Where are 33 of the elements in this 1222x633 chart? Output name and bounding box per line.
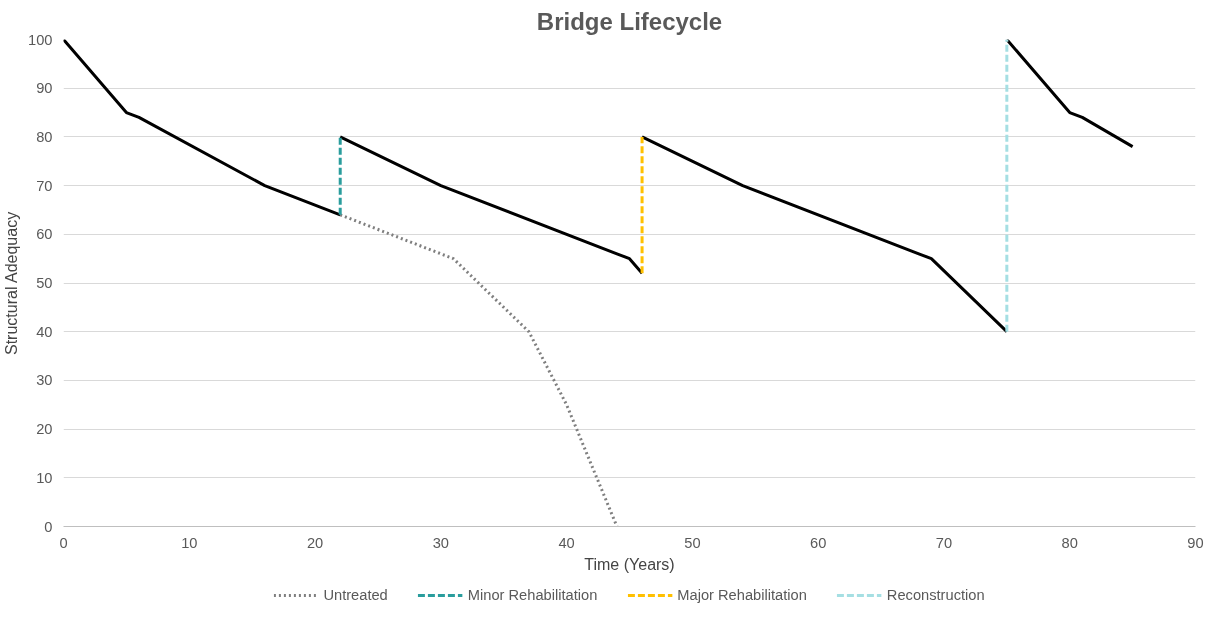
line-series	[63, 39, 342, 217]
x-tick-label: 0	[59, 534, 68, 551]
y-tick-label: 70	[36, 177, 53, 194]
y-tick-label: 40	[36, 323, 53, 340]
y-tick-label: 20	[36, 421, 53, 438]
y-tick-label: 10	[36, 469, 53, 486]
y-tick-label: 30	[36, 372, 53, 389]
x-tick-label: 40	[558, 534, 575, 551]
x-tick-label: 50	[684, 534, 701, 551]
y-tick-label: 60	[36, 226, 53, 243]
y-tick-label: 0	[44, 518, 53, 535]
legend-label: Minor Rehabilitation	[467, 587, 598, 603]
x-axis-title: Time (Years)	[584, 555, 675, 573]
line-series	[338, 135, 644, 275]
y-tick-label: 100	[28, 31, 53, 48]
x-tick-label: 90	[1187, 534, 1204, 551]
line-series	[640, 135, 1009, 334]
legend-label: Untreated	[323, 587, 388, 603]
line-series	[338, 213, 619, 527]
y-tick-label: 90	[36, 80, 53, 97]
y-tick-label: 50	[36, 275, 53, 291]
x-tick-label: 20	[306, 534, 324, 551]
x-tick-label: 60	[810, 534, 827, 551]
legend-label: Major Rehabilitation	[677, 587, 807, 603]
x-tick-label: 30	[432, 534, 449, 551]
y-axis-title: Structural Adequacy	[3, 211, 21, 356]
line-series	[1005, 39, 1135, 149]
chart-title: Bridge Lifecycle	[536, 7, 723, 35]
y-tick-label: 80	[36, 128, 53, 145]
x-tick-label: 80	[1061, 534, 1078, 551]
x-tick-label: 10	[181, 534, 198, 551]
x-tick-label: 70	[935, 534, 953, 551]
legend-label: Reconstruction	[886, 587, 985, 603]
